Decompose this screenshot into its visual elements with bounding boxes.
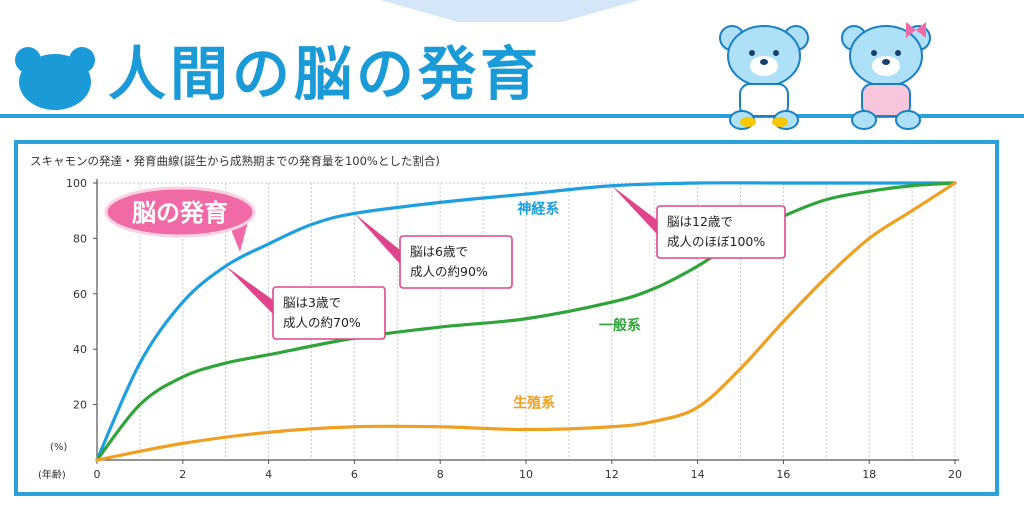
x-tick-label: 6 (351, 468, 358, 481)
y-tick-label: 80 (73, 232, 87, 245)
annotation-text: 成人のほぼ100% (667, 234, 765, 249)
x-tick-label: 10 (519, 468, 533, 481)
annotation-box (656, 205, 786, 259)
x-tick-label: 20 (948, 468, 962, 481)
page-title: 人間の脳の発育 (108, 40, 543, 108)
annotation-pointer (225, 266, 273, 314)
chart-grid (97, 182, 956, 460)
y-axis-label: (%) (50, 442, 67, 453)
brain-callout: 脳の発育 (104, 186, 256, 252)
x-tick-label: 16 (776, 468, 790, 481)
callout-bubble (104, 186, 256, 238)
y-tick-label: 60 (73, 288, 87, 301)
annotation-text: 脳は6歳で (410, 244, 468, 259)
callout-text: 脳の発育 (132, 199, 228, 227)
x-tick-label: 14 (691, 468, 705, 481)
x-axis-label: (年齢) (38, 468, 66, 481)
series-label: 一般系 (599, 317, 641, 334)
series-line-2 (95, 181, 957, 462)
annotation-box (399, 235, 513, 289)
bear-head-icon (15, 47, 95, 110)
x-tick-label: 2 (179, 468, 186, 481)
x-tick-label: 8 (437, 468, 444, 481)
bear-mascots (719, 22, 931, 130)
series-label: 神経系 (517, 200, 559, 217)
x-tick-label: 12 (605, 468, 619, 481)
y-tick-label: 20 (73, 399, 87, 412)
annotation-box (272, 286, 386, 340)
x-tick-label: 0 (94, 468, 101, 481)
annotation-pointer (611, 185, 657, 234)
annotation-text: 脳は12歳で (667, 214, 733, 229)
girl-bear-mascot (841, 22, 931, 130)
chart-series (95, 181, 957, 462)
series-label: 生殖系 (513, 394, 555, 411)
chart-title: スキャモンの発達・発育曲線(誕生から成熟期までの発育量を100%とした割合) (30, 154, 440, 168)
boy-bear-mascot (719, 25, 809, 130)
annotation-pointer (354, 213, 400, 264)
series-line-0 (95, 181, 957, 462)
y-tick-label: 100 (66, 177, 87, 190)
y-tick-label: 40 (73, 343, 87, 356)
top-arrow-decoration (380, 0, 640, 22)
annotation-text: 成人の約90% (410, 264, 488, 279)
header-rule (0, 114, 1024, 118)
chart-axes: 0 2 4 6 8 10 12 14 16 18 20 20 40 60 80 100 (%) (年齢) (38, 177, 962, 481)
x-tick-label: 18 (862, 468, 876, 481)
series-line-1 (95, 181, 957, 462)
annotation-text: 脳は3歳で (283, 295, 341, 310)
x-tick-label: 4 (265, 468, 272, 481)
annotation-text: 成人の約70% (283, 315, 361, 330)
header: 人間の脳の発育 (0, 22, 1024, 130)
